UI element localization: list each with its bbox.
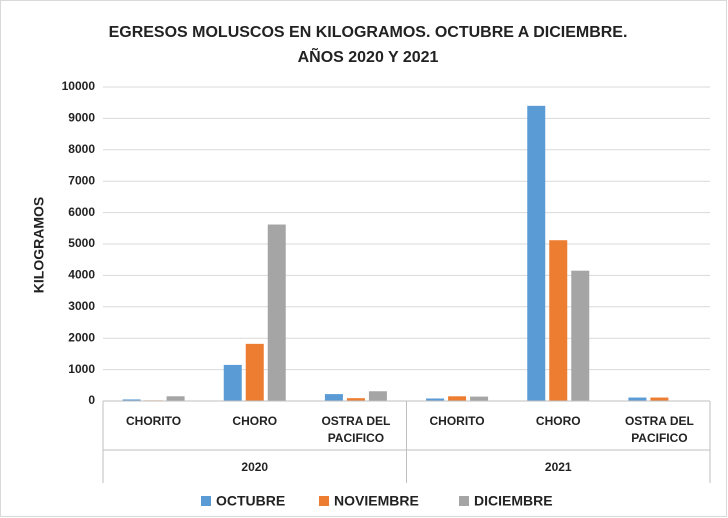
legend-swatch (459, 496, 469, 506)
y-tick-label: 8000 (68, 142, 95, 156)
x-tick-label: OSTRA DEL PACIFICO (625, 414, 694, 445)
group-label: 2020 (241, 460, 268, 474)
bar (122, 399, 141, 401)
legend-swatch (201, 496, 211, 506)
x-tick-label: OSTRA DEL PACIFICO (321, 414, 390, 445)
y-axis-label: KILOGRAMOS (31, 197, 47, 293)
bar (267, 224, 286, 401)
bar (166, 396, 185, 401)
bar (628, 397, 647, 401)
y-tick-label: 1000 (68, 362, 95, 376)
bar (368, 391, 387, 401)
y-tick-label: 7000 (68, 173, 95, 187)
bar (245, 343, 264, 401)
bar (324, 394, 343, 401)
x-tick-label: CHORITO (126, 414, 181, 428)
x-tick-label: CHORO (232, 414, 277, 428)
bar (223, 364, 242, 401)
y-tick-label: 3000 (68, 299, 95, 313)
bar (549, 240, 568, 401)
y-tick-label: 2000 (68, 330, 95, 344)
y-tick-label: 6000 (68, 205, 95, 219)
y-tick-label: 0 (88, 393, 95, 407)
bar (571, 270, 590, 401)
chart-title: EGRESOS MOLUSCOS EN KILOGRAMOS. OCTUBRE … (109, 24, 628, 41)
bar (527, 105, 546, 401)
x-tick-label: CHORO (536, 414, 581, 428)
bar (470, 396, 489, 401)
legend-label: OCTUBRE (216, 493, 285, 509)
y-tick-label: 4000 (68, 268, 95, 282)
bar (346, 398, 365, 401)
bar (426, 398, 445, 401)
x-tick-label: CHORITO (430, 414, 485, 428)
legend-swatch (319, 496, 329, 506)
group-label: 2021 (545, 460, 572, 474)
legend-label: NOVIEMBRE (334, 493, 419, 509)
chart-title: AÑOS 2020 Y 2021 (298, 46, 439, 66)
y-tick-label: 5000 (68, 236, 95, 250)
bar (448, 396, 467, 401)
y-tick-label: 9000 (68, 111, 95, 125)
y-tick-label: 10000 (62, 79, 96, 93)
bar (650, 397, 669, 401)
legend-label: DICIEMBRE (474, 493, 553, 509)
